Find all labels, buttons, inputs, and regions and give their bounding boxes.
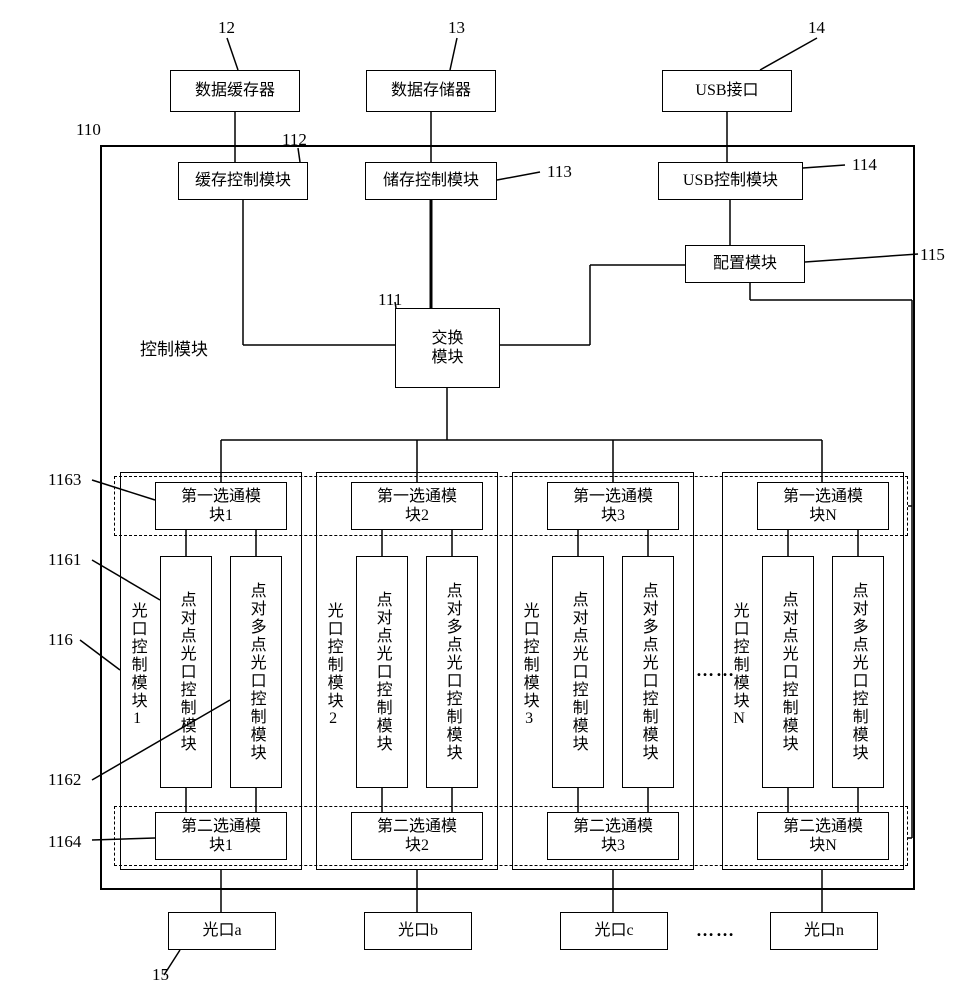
ellipsis-ports: …… [696,920,736,941]
block-p2m-2: 点对多点光口控制模块 [426,556,478,788]
ref-15: 15 [152,965,169,985]
switch-line2: 模块 [431,348,463,367]
label-control-module: 控制模块 [140,335,208,360]
ref-116: 116 [48,630,73,650]
block-port-b: 光口b [364,912,472,950]
ref-115: 115 [920,245,945,265]
block-cache-control: 缓存控制模块 [178,162,308,200]
ref-12: 12 [218,18,235,38]
block-config-module: 配置模块 [685,245,805,283]
frame-sel1-row [114,476,908,536]
ref-112: 112 [282,130,307,150]
block-p2m-n: 点对多点光口控制模块 [832,556,884,788]
ref-110: 110 [76,120,101,140]
ref-1161: 1161 [48,550,81,570]
block-port-a: 光口a [168,912,276,950]
switch-line1: 交换 [431,329,463,348]
ref-14: 14 [808,18,825,38]
block-port-n: 光口n [770,912,878,950]
block-p2m-3: 点对多点光口控制模块 [622,556,674,788]
ref-13: 13 [448,18,465,38]
ref-1164: 1164 [48,832,81,852]
block-p2p-3: 点对点光口控制模块 [552,556,604,788]
block-port-c: 光口c [560,912,668,950]
block-usb-control: USB控制模块 [658,162,803,200]
frame-sel2-row [114,806,908,866]
block-p2p-1: 点对点光口控制模块 [160,556,212,788]
ref-1162: 1162 [48,770,81,790]
block-usb-interface: USB接口 [662,70,792,112]
label-port-ctrl-2: 光口控制模块2 [322,540,344,790]
ellipsis-enclosures: …… [696,660,736,681]
block-p2m-1: 点对多点光口控制模块 [230,556,282,788]
ref-111: 111 [378,290,402,310]
label-port-ctrl-3: 光口控制模块3 [518,540,540,790]
block-p2p-2: 点对点光口控制模块 [356,556,408,788]
ref-114: 114 [852,155,877,175]
block-storage-control: 储存控制模块 [365,162,497,200]
block-data-cache: 数据缓存器 [170,70,300,112]
block-p2p-n: 点对点光口控制模块 [762,556,814,788]
label-port-ctrl-1: 光口控制模块1 [126,540,148,790]
ref-113: 113 [547,162,572,182]
block-switch-module: 交换 模块 [395,308,500,388]
ref-1163: 1163 [48,470,81,490]
block-data-storage: 数据存储器 [366,70,496,112]
